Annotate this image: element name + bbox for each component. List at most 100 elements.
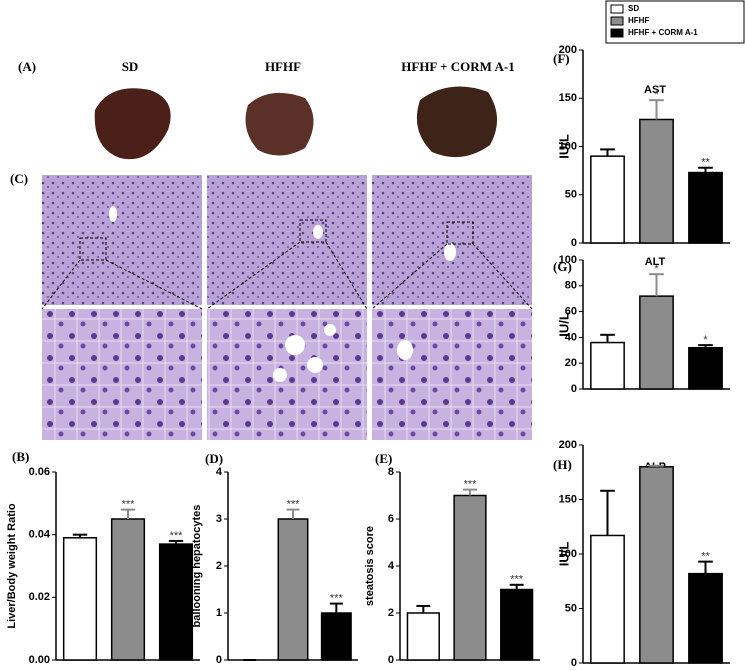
y-axis-label: steatosis score	[364, 526, 376, 606]
error-bar	[286, 508, 300, 519]
bar	[590, 155, 625, 244]
bar	[590, 534, 625, 664]
error-bar	[120, 508, 136, 519]
bar	[320, 612, 352, 661]
y-tick-label: 40	[565, 331, 577, 343]
panel-label: (H)	[553, 457, 572, 472]
error-bar	[416, 604, 431, 613]
y-axis-label: ballooning hepatocytes	[191, 505, 203, 628]
y-tick-label: 100	[559, 254, 577, 266]
y-axis-label: Liver/Body weight Ratio	[6, 503, 18, 629]
bar	[590, 341, 625, 390]
chart-title: AST	[644, 84, 666, 96]
legend-box	[605, 0, 745, 44]
y-tick-label: 4	[388, 560, 395, 572]
bar	[277, 518, 309, 661]
panel-label: (G)	[553, 259, 572, 274]
legend: SD HFHF HFHF + CORM A-1	[605, 0, 745, 44]
y-tick-label: 80	[565, 280, 577, 292]
legend-swatch	[610, 4, 624, 14]
error-bar	[72, 533, 88, 538]
error-bar	[463, 488, 477, 496]
error-bar	[168, 539, 184, 545]
panel-label: (D)	[205, 451, 223, 466]
column-label: SD	[122, 59, 139, 74]
significance: **	[701, 551, 710, 563]
legend-entry: HFHF	[628, 16, 649, 25]
bar	[639, 118, 674, 244]
significance: *	[654, 263, 659, 275]
y-axis-label: IU/L	[556, 542, 571, 567]
y-tick-label: 0.06	[29, 466, 50, 478]
error-bar	[509, 583, 524, 590]
y-axis-label: IU/L	[556, 134, 571, 159]
panel-label: (F)	[553, 51, 570, 66]
bar	[110, 518, 146, 661]
y-tick-label: 0.00	[29, 654, 50, 666]
y-tick-label: 3	[216, 513, 222, 525]
error-bar	[649, 464, 664, 467]
y-tick-label: 150	[559, 92, 577, 104]
y-tick-label: 4	[216, 466, 223, 478]
y-tick-label: 200	[559, 439, 577, 451]
y-tick-label: 100	[559, 140, 577, 152]
error-bar	[649, 99, 664, 120]
legend-swatch	[610, 28, 624, 38]
y-tick-label: 50	[565, 189, 577, 201]
significance: *	[654, 89, 659, 101]
panel-label: (A)	[18, 59, 36, 74]
error-bar	[600, 148, 615, 157]
panel-label: (E)	[375, 451, 392, 466]
y-tick-label: 2	[216, 560, 222, 572]
y-tick-label: 50	[565, 602, 577, 614]
error-bar	[600, 489, 615, 536]
y-tick-label: 100	[559, 548, 577, 560]
error-bar	[649, 273, 664, 297]
y-tick-label: 6	[388, 513, 394, 525]
y-tick-label: 0	[571, 657, 577, 669]
y-tick-label: 0.04	[29, 529, 51, 541]
y-tick-label: 60	[565, 306, 577, 318]
bar	[500, 588, 534, 661]
bar	[406, 612, 440, 661]
significance: ***	[464, 479, 478, 491]
error-bar	[329, 602, 343, 613]
bar	[639, 295, 674, 390]
y-tick-label: 0	[571, 383, 577, 395]
error-bar	[698, 344, 713, 348]
bar	[158, 543, 194, 661]
y-tick-label: 0	[388, 654, 394, 666]
significance: **	[701, 157, 710, 169]
histology	[41, 175, 533, 440]
y-tick-label: 8	[388, 466, 394, 478]
bar	[62, 537, 98, 661]
chart-title: ALT	[645, 256, 666, 268]
bar	[639, 466, 674, 664]
legend-entry: SD	[628, 4, 639, 13]
bar	[453, 494, 487, 661]
y-tick-label: 2	[388, 607, 394, 619]
column-label: HFHF	[265, 59, 301, 74]
error-bar	[698, 166, 713, 173]
y-axis-label: IU/L	[556, 312, 571, 337]
significance: ***	[287, 499, 301, 511]
y-tick-label: 20	[565, 357, 577, 369]
y-tick-label: 0	[571, 237, 577, 249]
y-tick-label: 150	[559, 493, 577, 505]
bar	[688, 346, 723, 390]
bar	[688, 171, 723, 244]
y-tick-label: 1	[216, 607, 222, 619]
panel-label: (C)	[10, 171, 28, 186]
y-tick-label: 0	[216, 654, 222, 666]
significance: ***	[330, 593, 344, 605]
legend-entry: HFHF + CORM A-1	[628, 28, 698, 37]
column-label: HFHF + CORM A-1	[401, 59, 514, 74]
liver-photos	[94, 86, 498, 160]
significance: ***	[122, 499, 136, 511]
significance: *	[703, 334, 708, 346]
error-bar	[600, 333, 615, 343]
y-tick-label: 0.02	[29, 591, 50, 603]
y-tick-label: 200	[559, 44, 577, 56]
panel-label: (B)	[12, 449, 29, 464]
